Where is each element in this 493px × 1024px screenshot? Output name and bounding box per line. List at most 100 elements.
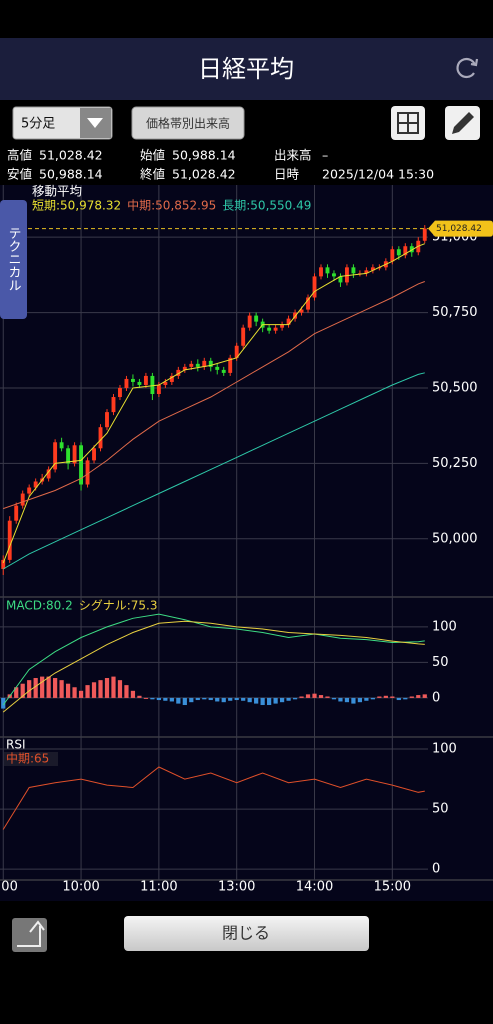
candle-body — [351, 267, 356, 274]
quote-value: 50,988.14 — [172, 148, 236, 163]
candle-body — [27, 487, 32, 494]
histogram-bar — [91, 682, 97, 698]
candle-body — [150, 375, 155, 395]
candle-body — [118, 387, 122, 398]
quote-label: 日時 — [274, 167, 300, 182]
candle-body — [280, 324, 285, 328]
grid-icon-lines — [398, 113, 418, 133]
y-tick-label: 100 — [432, 742, 457, 757]
histogram-bar — [176, 697, 181, 704]
histogram-bar — [59, 680, 64, 698]
y-tick-label: 50,750 — [432, 305, 478, 320]
header-title: 日経平均 — [198, 55, 294, 83]
histogram-bar — [331, 697, 337, 700]
candle-body — [215, 366, 220, 370]
candle-body — [46, 469, 51, 479]
refresh-button[interactable] — [456, 57, 479, 79]
histogram-bar — [53, 678, 58, 698]
histogram-bar — [338, 697, 343, 702]
interval-dropdown[interactable]: 5分足 — [12, 106, 113, 140]
close-button[interactable]: 閉じる — [124, 916, 369, 951]
volume-profile-button[interactable]: 価格帯別出来高 — [131, 106, 245, 140]
refresh-arrow — [470, 58, 479, 67]
candle-body — [338, 276, 343, 283]
histogram-bar — [325, 696, 330, 698]
y-tick-label: 50 — [432, 655, 449, 670]
candle-body — [312, 276, 317, 298]
legend-entry: 短期:50,978.32 — [32, 199, 121, 213]
histogram-bar — [98, 680, 103, 698]
y-tick-label: 50,500 — [432, 380, 478, 395]
histogram-bar — [65, 683, 71, 698]
button-box — [131, 106, 245, 140]
histogram-bar — [416, 695, 421, 698]
histogram-bar — [195, 697, 200, 701]
histogram-bar — [208, 697, 213, 701]
share-icon — [17, 920, 45, 947]
candle-body — [286, 318, 291, 325]
last-price-label: 51,028.42 — [436, 224, 482, 234]
histogram-bar — [20, 683, 25, 698]
legend-entry: 中期:65 — [6, 751, 49, 766]
technical-tab[interactable]: テクニカル — [0, 200, 27, 319]
histogram-bar — [78, 690, 84, 698]
histogram-bar — [85, 685, 90, 698]
histogram-bar — [241, 697, 246, 701]
x-tick-label: 10:00 — [62, 880, 99, 895]
candle-body — [163, 381, 168, 385]
histogram-bar — [377, 696, 382, 698]
candle-body — [143, 375, 148, 385]
histogram-bar — [182, 697, 187, 706]
candle-body — [299, 309, 304, 313]
histogram-bar — [33, 678, 38, 698]
line-series — [2, 243, 425, 564]
candle-body — [273, 327, 278, 331]
x-tick-label: 13:00 — [218, 880, 255, 895]
dropdown-arrow — [87, 118, 103, 128]
candle-body — [254, 315, 259, 322]
candle-body — [241, 327, 246, 346]
histogram-bar — [260, 697, 265, 706]
candle-body — [364, 270, 369, 274]
y-tick-label: 50,000 — [432, 531, 478, 546]
line-series — [2, 766, 425, 830]
quote-label: 高値 — [7, 148, 32, 163]
legend-entry: 長期:50,550.49 — [222, 199, 311, 213]
candle-body — [33, 481, 38, 488]
histogram-bar — [422, 694, 427, 698]
histogram-bar — [14, 687, 19, 698]
histogram-bar — [396, 697, 401, 701]
x-tick-label: 9:00 — [0, 880, 18, 895]
candle-body — [247, 315, 252, 328]
histogram-bar — [370, 697, 375, 700]
y-tick-label: 0 — [432, 690, 440, 705]
quote-value: 50,988.14 — [39, 167, 103, 182]
candle-body — [228, 357, 233, 373]
histogram-bar — [364, 697, 369, 701]
button-box — [124, 916, 369, 951]
histogram-bar — [1, 697, 6, 709]
candle-body — [7, 520, 12, 560]
share-button[interactable] — [12, 918, 47, 952]
layout-button[interactable] — [391, 106, 425, 140]
plots: 9:0010:0011:0013:0014:0015:0051,00050,75… — [0, 184, 493, 895]
candle-body — [124, 378, 129, 388]
histogram-bar — [143, 697, 149, 699]
histogram-bar — [351, 697, 356, 704]
tab-box — [0, 200, 27, 319]
icon-box — [12, 918, 47, 952]
draw-button[interactable] — [445, 106, 480, 140]
candle-body — [85, 460, 90, 485]
candle-body — [403, 246, 408, 256]
line-series — [3, 281, 425, 510]
quote-panel: 高値 51,028.42 始値 50,988.14 出来高 – 安値 50,988.14 終値 5… — [7, 148, 434, 182]
candle-body — [195, 363, 200, 367]
histogram-bar — [228, 697, 233, 701]
candle-body — [422, 228, 427, 241]
histogram-bar — [318, 695, 324, 698]
histogram-bar — [279, 697, 285, 703]
quote-label: 終値 — [140, 167, 165, 182]
histogram-bar — [150, 697, 155, 700]
histogram-bar — [137, 695, 142, 698]
